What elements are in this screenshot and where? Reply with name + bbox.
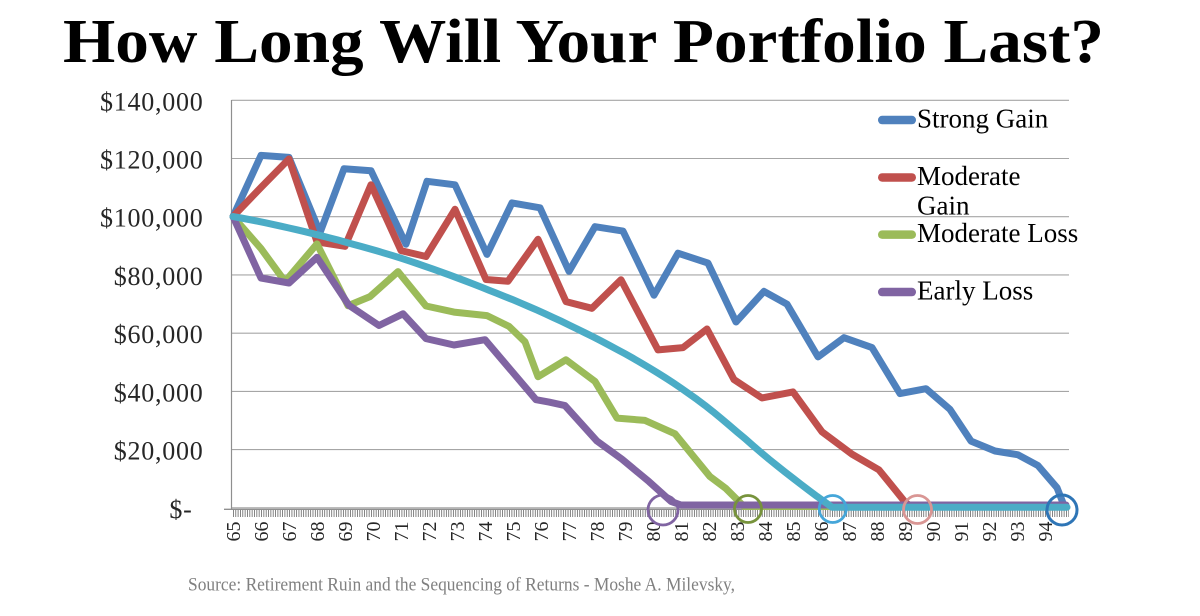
- svg-text:Moderate Loss: Moderate Loss: [917, 218, 1078, 248]
- svg-text:83: 83: [727, 522, 749, 542]
- svg-text:73: 73: [447, 522, 469, 542]
- svg-text:67: 67: [279, 522, 301, 542]
- svg-text:70: 70: [363, 522, 385, 542]
- svg-text:91: 91: [951, 522, 973, 542]
- svg-text:92: 92: [979, 522, 1001, 542]
- svg-text:66: 66: [251, 522, 273, 542]
- svg-text:71: 71: [391, 522, 413, 542]
- svg-text:75: 75: [503, 522, 525, 542]
- svg-text:$120,000: $120,000: [100, 146, 204, 175]
- svg-text:72: 72: [419, 522, 441, 542]
- svg-text:Moderate: Moderate: [917, 161, 1020, 191]
- svg-text:81: 81: [671, 522, 693, 542]
- svg-text:$60,000: $60,000: [114, 320, 204, 349]
- svg-text:$-: $-: [169, 495, 192, 524]
- svg-text:93: 93: [1007, 522, 1029, 542]
- svg-text:$20,000: $20,000: [114, 437, 204, 466]
- svg-text:$40,000: $40,000: [114, 378, 204, 407]
- svg-text:Early Loss: Early Loss: [917, 276, 1033, 306]
- svg-text:78: 78: [587, 522, 609, 542]
- svg-text:87: 87: [839, 522, 861, 542]
- svg-text:89: 89: [895, 522, 917, 542]
- svg-text:$100,000: $100,000: [100, 204, 204, 233]
- svg-text:69: 69: [335, 522, 357, 542]
- svg-text:How Long Will Your Portfolio L: How Long Will Your Portfolio Last?: [63, 8, 1104, 76]
- svg-text:76: 76: [531, 522, 553, 542]
- svg-text:85: 85: [783, 522, 805, 542]
- svg-text:74: 74: [475, 522, 497, 542]
- svg-text:88: 88: [867, 522, 889, 542]
- svg-text:68: 68: [307, 522, 329, 542]
- svg-text:$140,000: $140,000: [100, 87, 204, 116]
- svg-text:86: 86: [811, 522, 833, 542]
- svg-text:Strong Gain: Strong Gain: [917, 104, 1049, 134]
- svg-text:Gain: Gain: [917, 190, 970, 220]
- svg-text:$80,000: $80,000: [114, 262, 204, 291]
- svg-text:79: 79: [615, 522, 637, 542]
- svg-text:94: 94: [1035, 522, 1057, 542]
- svg-text:90: 90: [923, 522, 945, 542]
- svg-text:80: 80: [643, 522, 665, 542]
- svg-text:84: 84: [755, 522, 777, 542]
- svg-text:82: 82: [699, 522, 721, 542]
- svg-text:Source: Retirement Ruin and th: Source: Retirement Ruin and the Sequenci…: [188, 576, 735, 596]
- svg-text:77: 77: [559, 522, 581, 542]
- svg-text:65: 65: [223, 522, 245, 542]
